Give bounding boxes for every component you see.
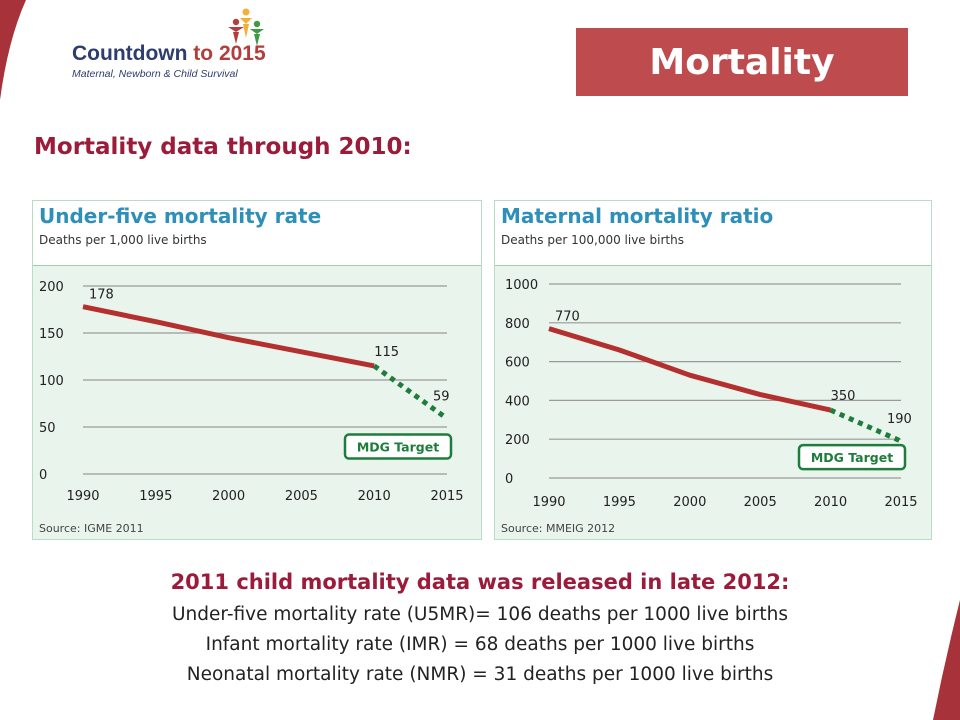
y-tick-label: 400: [505, 394, 530, 409]
section-heading: Mortality data through 2010:: [34, 134, 412, 160]
bottom-line-nmr: Neonatal mortality rate (NMR) = 31 death…: [186, 664, 774, 685]
chart-header: Maternal mortality ratio Deaths per 100,…: [495, 201, 931, 266]
mdg-target-label: MDG Target: [811, 450, 893, 465]
mdg-target-box: [343, 433, 453, 460]
x-tick-label: 1990: [532, 495, 565, 510]
data-label: 350: [831, 389, 856, 404]
y-tick-label: 600: [505, 356, 530, 371]
chart-subtitle: Deaths per 1,000 live births: [39, 233, 207, 247]
maternal-mortality-chart: 0 200 400 600 800 1000 1990 1995 2000 2005 2010 201…: [505, 278, 918, 510]
y-tick-label: 200: [39, 280, 64, 295]
corner-decoration-bottom-right: [933, 600, 960, 720]
y-tick-label: 100: [39, 374, 64, 389]
x-tick-label: 1995: [603, 495, 636, 510]
x-tick-label: 2010: [358, 489, 391, 504]
bottom-line-u5mr: Under-five mortality rate (U5MR)= 106 de…: [172, 604, 788, 625]
chart-title: Under-five mortality rate: [39, 204, 322, 228]
bottom-heading: 2011 child mortality data was released i…: [170, 570, 790, 594]
page-title: Mortality: [649, 41, 835, 83]
target-series-line: [372, 363, 449, 421]
target-series-line: [829, 407, 903, 444]
x-tick-label: 2000: [212, 489, 245, 504]
x-tick-label: 2010: [814, 495, 847, 510]
bottom-text-block: 2011 child mortality data was released i…: [0, 564, 960, 690]
people-figures-icon: [228, 8, 264, 46]
data-label: 115: [374, 345, 399, 360]
y-tick-label: 150: [39, 327, 64, 342]
y-tick-label: 50: [39, 421, 56, 436]
x-tick-label: 2005: [744, 495, 777, 510]
chart-source: Source: MMEIG 2012: [501, 522, 616, 535]
corner-decoration-top-left: [0, 0, 26, 100]
data-label: 770: [555, 310, 580, 325]
chart-panel-maternal: Maternal mortality ratio Deaths per 100,…: [494, 200, 932, 540]
x-tick-label: 2000: [673, 495, 706, 510]
data-label: 190: [887, 412, 912, 427]
chart-source: Source: IGME 2011: [39, 522, 144, 535]
countdown-logo: Countdown to 2015 Maternal, Newborn & Ch…: [60, 8, 290, 88]
chart-panel-under-five: Under-five mortality rate Deaths per 1,0…: [32, 200, 482, 540]
logo-name-part2: to 2015: [193, 42, 266, 65]
mdg-target-label: MDG Target: [357, 440, 439, 455]
under-five-mortality-chart: 0 50 100 150 200 1990 1995 2000 2005 2010 2015 178 1…: [39, 280, 464, 504]
logo-subtitle: Maternal, Newborn & Child Survival: [72, 68, 238, 80]
x-tick-label: 2005: [285, 489, 318, 504]
logo-name-part1: Countdown: [72, 42, 194, 65]
data-label: 178: [89, 288, 114, 303]
chart-subtitle: Deaths per 100,000 live births: [501, 233, 684, 247]
bottom-line-imr: Infant mortality rate (IMR) = 68 deaths …: [205, 634, 755, 655]
actual-series-line: [548, 326, 832, 413]
y-tick-label: 0: [505, 472, 513, 487]
page-title-box: Mortality: [576, 28, 908, 96]
x-tick-label: 1990: [66, 489, 99, 504]
mdg-target-box: [797, 443, 907, 471]
y-tick-label: 800: [505, 317, 530, 332]
chart-header: Under-five mortality rate Deaths per 1,0…: [33, 201, 481, 266]
chart-title: Maternal mortality ratio: [501, 204, 774, 228]
x-tick-label: 2015: [884, 495, 917, 510]
y-tick-label: 0: [39, 468, 47, 483]
data-label: 59: [433, 390, 450, 405]
y-tick-label: 1000: [505, 278, 538, 293]
x-tick-label: 2015: [430, 489, 463, 504]
actual-series-line: [82, 304, 375, 369]
y-tick-label: 200: [505, 433, 530, 448]
x-tick-label: 1995: [139, 489, 172, 504]
